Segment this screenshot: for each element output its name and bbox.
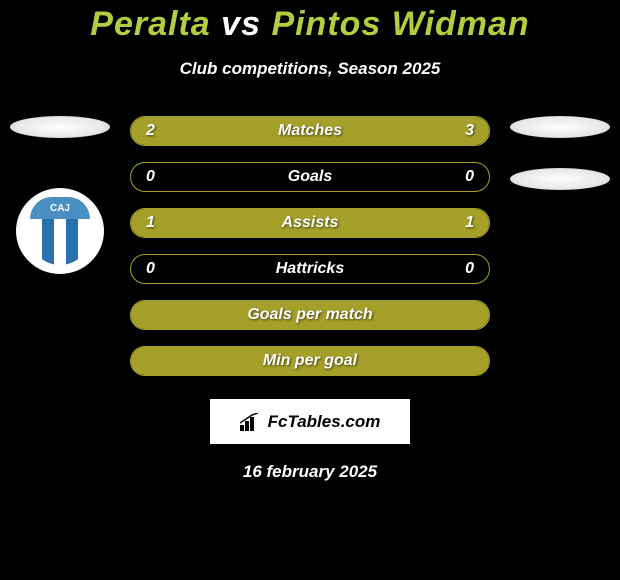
subtitle: Club competitions, Season 2025: [0, 59, 620, 79]
stat-row: Min per goal: [130, 346, 490, 376]
shield-icon: CAJ: [30, 197, 90, 265]
date-text: 16 february 2025: [0, 462, 620, 482]
left-team-logo: CAJ: [16, 188, 104, 274]
stat-label: Min per goal: [131, 352, 489, 370]
shield-top-text: CAJ: [30, 197, 90, 219]
left-avatar-ellipse: [10, 116, 110, 138]
stat-label: Hattricks: [131, 260, 489, 278]
stats-column: 23Matches 00Goals 11Assists 00Hattricks Goal…: [115, 116, 505, 392]
stat-row: 23Matches: [130, 116, 490, 146]
shield-stripes: [30, 219, 90, 265]
stat-label: Assists: [131, 214, 489, 232]
stat-label: Matches: [131, 122, 489, 140]
main-container: Peralta vs Pintos Widman Club competitio…: [0, 0, 620, 580]
chart-icon: [240, 413, 262, 431]
stat-row: 11Assists: [130, 208, 490, 238]
page-title: Peralta vs Pintos Widman: [0, 5, 620, 44]
right-avatar-ellipse-2: [510, 168, 610, 190]
left-avatar-column: CAJ: [5, 116, 115, 392]
title-player2: Pintos Widman: [271, 5, 529, 43]
content-area: CAJ 23Matches 00Goals 11Assists 00Hattricks…: [0, 116, 620, 392]
stat-label: Goals: [131, 168, 489, 186]
stat-row: 00Goals: [130, 162, 490, 192]
stat-row: 00Hattricks: [130, 254, 490, 284]
brand-text: FcTables.com: [268, 412, 381, 432]
title-vs: vs: [221, 5, 261, 43]
brand-box[interactable]: FcTables.com: [210, 399, 410, 444]
stat-label: Goals per match: [131, 306, 489, 324]
stat-row: Goals per match: [130, 300, 490, 330]
right-avatar-ellipse-1: [510, 116, 610, 138]
title-player1: Peralta: [90, 5, 210, 43]
right-avatar-column: [505, 116, 615, 392]
